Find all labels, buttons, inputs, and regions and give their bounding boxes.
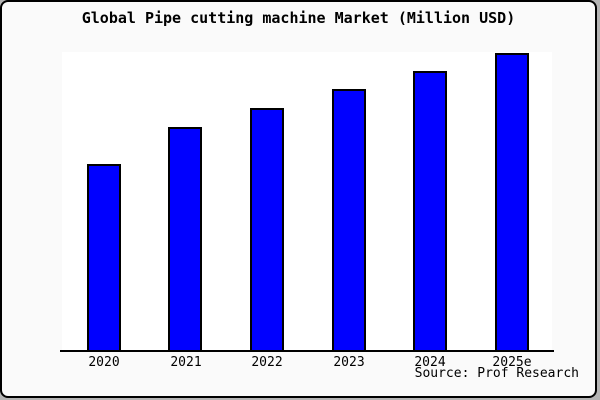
plot-area [60,52,554,352]
x-tick-label-2020: 2020 [88,355,120,370]
bar-2024 [413,71,447,352]
bar-2020 [87,164,121,352]
x-tick-label-2021: 2021 [170,355,202,370]
x-axis-line [60,350,554,352]
bar-2025e [495,53,529,352]
x-tick-label-2024: 2024 [414,355,446,370]
x-tick-label-2025e: 2025e [492,355,532,370]
x-tick-label-2023: 2023 [333,355,365,370]
bar-2023 [332,89,366,352]
source-attribution: Source: Prof Research [414,366,579,381]
x-tick-label-2022: 2022 [251,355,283,370]
bar-2021 [168,127,202,352]
bar-2022 [250,108,284,352]
chart-title: Global Pipe cutting machine Market (Mill… [81,9,516,27]
